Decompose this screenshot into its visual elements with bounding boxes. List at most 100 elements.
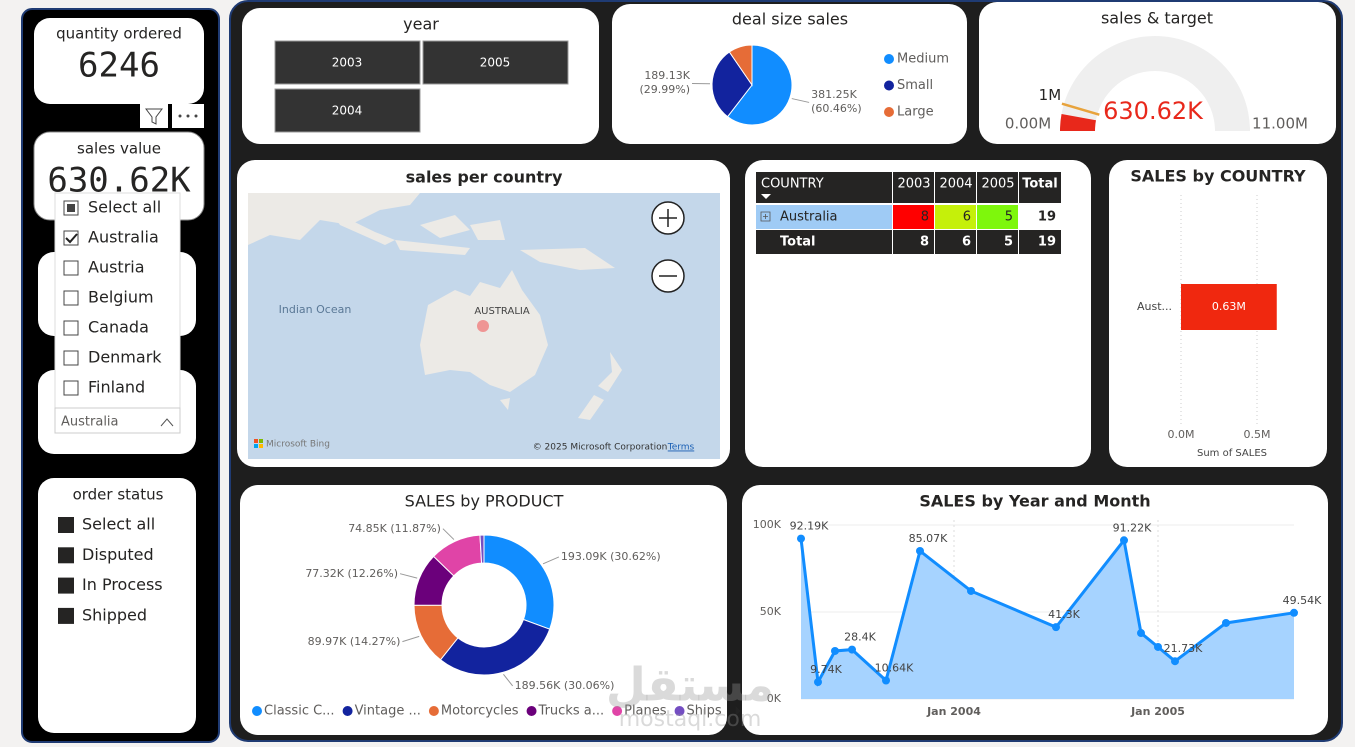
cell-text: 6	[962, 235, 971, 250]
x-tick-label: 0.0M	[1168, 428, 1195, 441]
checkbox-partial	[67, 204, 75, 212]
leader-line	[402, 635, 420, 643]
legend-label: Planes	[624, 704, 667, 719]
slicer-item: Shipped	[82, 605, 147, 624]
point[interactable]	[1052, 623, 1060, 632]
logo	[259, 439, 263, 443]
data-label: 9.74K	[810, 663, 842, 676]
header-label: 2004	[939, 177, 972, 192]
slicer-item: Disputed	[82, 545, 154, 564]
map-bubble[interactable]	[477, 320, 489, 332]
x-tick-label: Jan 2005	[1130, 705, 1185, 718]
slice[interactable]	[711, 51, 753, 118]
x-tick-label: Jan 2004	[926, 705, 981, 718]
point[interactable]	[1137, 629, 1145, 638]
data-label: 28.4K	[844, 631, 876, 644]
dropdown-value: Australia	[61, 415, 119, 430]
cell	[1019, 230, 1061, 254]
legend-label: Medium	[897, 52, 949, 67]
legend-label: Motorcycles	[441, 704, 519, 719]
slicer-item: Select all	[82, 515, 155, 534]
bar[interactable]	[1181, 284, 1277, 330]
cell-text: 19	[1038, 235, 1056, 250]
point[interactable]	[814, 678, 822, 687]
slice[interactable]	[483, 534, 555, 630]
header-cell	[935, 172, 976, 203]
year-label: 2004	[332, 104, 363, 118]
leader-line	[503, 674, 514, 687]
sort-arrow	[761, 194, 771, 199]
legend-swatch	[884, 107, 894, 117]
point[interactable]	[1171, 657, 1179, 666]
checkbox[interactable]	[63, 290, 79, 306]
year-button[interactable]	[274, 40, 421, 85]
cell-text: 6	[963, 210, 971, 225]
card-value: 6246	[78, 46, 160, 86]
checkbox[interactable]	[58, 577, 74, 594]
legend-next[interactable]	[735, 706, 741, 716]
point[interactable]	[916, 546, 924, 555]
point[interactable]	[1120, 536, 1128, 545]
cell	[893, 230, 934, 254]
data-label: 10.64K	[875, 661, 914, 674]
logo	[259, 444, 263, 448]
legend-label: Large	[897, 105, 934, 120]
point[interactable]	[848, 645, 856, 654]
slice[interactable]	[726, 44, 793, 126]
point[interactable]	[1154, 642, 1162, 651]
y-tick-label: 0K	[767, 692, 782, 705]
map-copyright: © 2025 Microsoft Corporation	[533, 443, 668, 453]
tile-title: SALES by COUNTRY	[1130, 167, 1306, 186]
card-label: sales value	[77, 140, 161, 158]
data-label: 41.3K	[1048, 608, 1080, 621]
point[interactable]	[831, 646, 839, 655]
data-label-box: 89.97K (14.27%)	[308, 635, 401, 648]
year-label: 2003	[332, 56, 363, 70]
legend-swatch	[884, 80, 894, 91]
legend-label: Ships	[687, 704, 722, 719]
slicer-title: order status	[73, 486, 164, 504]
filter-glyph	[145, 108, 163, 125]
data-label-box: 381.25K (60.46%)	[811, 88, 862, 116]
point[interactable]	[797, 534, 805, 543]
checkbox[interactable]	[63, 230, 79, 246]
map[interactable]: Indian Ocean AUSTRALIA Microsoft Bing © …	[248, 193, 720, 459]
checkbox[interactable]	[58, 607, 74, 624]
map-terms[interactable]: Terms	[667, 443, 695, 453]
cell	[935, 205, 976, 229]
slice[interactable]	[479, 534, 485, 564]
data-label: 91.22K	[1113, 521, 1152, 534]
slicer-item: In Process	[82, 575, 163, 594]
point[interactable]	[882, 676, 890, 685]
checkbox[interactable]	[63, 380, 79, 396]
checkbox[interactable]	[63, 260, 79, 276]
cell-text: 5	[1005, 210, 1013, 225]
data-label: 381.25K (60.46%)	[811, 88, 862, 116]
dropdown-field[interactable]	[54, 407, 181, 434]
tile-title: SALES by Year and Month	[919, 492, 1150, 511]
slicer-item: Select all	[88, 198, 161, 217]
checkbox[interactable]	[58, 517, 74, 533]
slicer-item: Canada	[88, 318, 149, 337]
data-label-box: 189.13K (29.99%)	[639, 69, 690, 96]
y-tick-label: 50K	[760, 605, 782, 618]
year-button[interactable]	[422, 40, 569, 85]
year-button[interactable]	[274, 88, 421, 133]
filter-icon[interactable]	[140, 104, 168, 128]
gauge-value	[1060, 113, 1096, 131]
checkbox[interactable]	[63, 320, 79, 336]
legend-swatch	[252, 706, 262, 716]
header-cell	[893, 172, 934, 203]
checkbox[interactable]	[63, 350, 79, 366]
y-tick-label: Aust...	[1137, 300, 1172, 313]
tile-title: deal size sales	[732, 10, 848, 29]
point[interactable]	[967, 586, 975, 595]
expand-icon[interactable]	[760, 211, 771, 222]
point[interactable]	[1222, 618, 1230, 627]
checkbox[interactable]	[58, 547, 74, 564]
tile-title: sales & target	[1101, 9, 1213, 28]
dot	[186, 114, 190, 118]
slice[interactable]	[728, 44, 753, 87]
cell-text: 5	[1004, 235, 1013, 250]
point[interactable]	[1290, 608, 1298, 617]
